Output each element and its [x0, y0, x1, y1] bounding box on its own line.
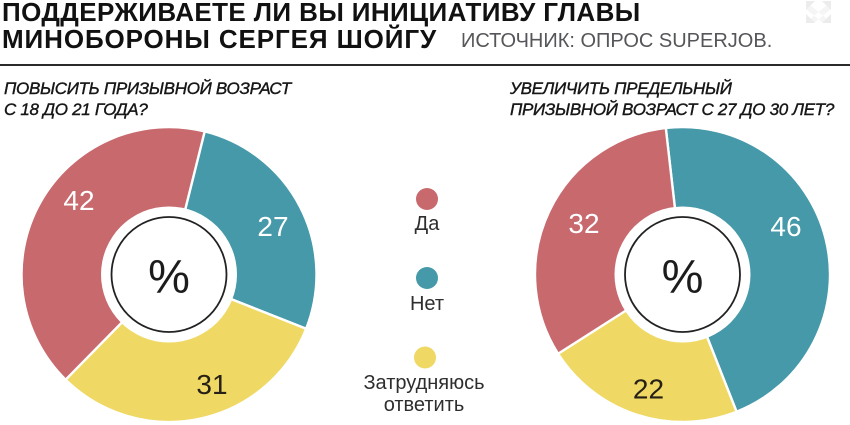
- svg-text:46: 46: [770, 211, 801, 242]
- svg-text:31: 31: [196, 369, 227, 400]
- svg-text:%: %: [148, 250, 190, 303]
- svg-text:42: 42: [63, 185, 94, 216]
- svg-text:32: 32: [568, 208, 599, 239]
- svg-text:27: 27: [257, 211, 288, 242]
- svg-text:%: %: [662, 250, 704, 303]
- svg-text:22: 22: [633, 374, 664, 405]
